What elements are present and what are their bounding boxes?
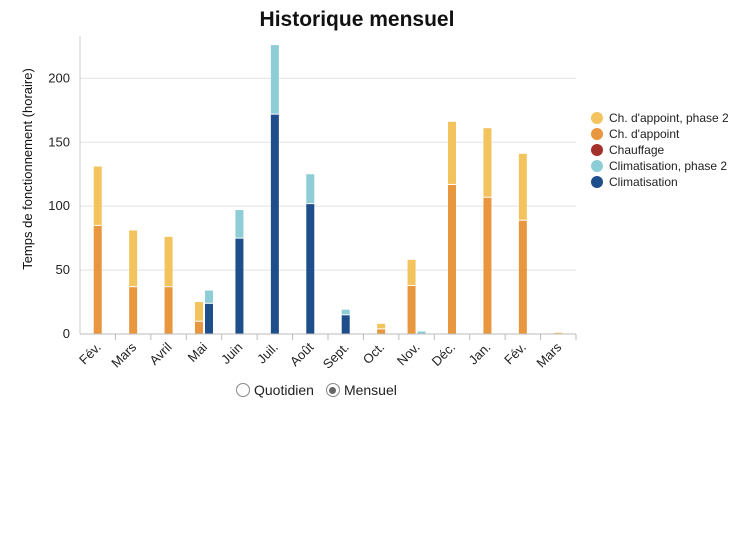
x-tick-label: Fév. xyxy=(501,340,529,368)
y-tick-label: 0 xyxy=(63,326,70,341)
x-tick-label: Nov. xyxy=(394,340,423,369)
bar-segment xyxy=(448,184,456,334)
legend-label: Ch. d'appoint, phase 2 xyxy=(609,111,729,125)
x-tick-label: Mai xyxy=(185,339,210,364)
bar-segment xyxy=(205,303,213,334)
legend-label: Climatisation, phase 2 xyxy=(609,159,727,173)
y-tick-label: 50 xyxy=(56,262,70,277)
bar-segment xyxy=(235,238,244,334)
radio-monthly[interactable]: Mensuel xyxy=(325,382,397,398)
bar-segment xyxy=(407,285,416,334)
x-tick-label: Août xyxy=(287,339,317,369)
bar-segment xyxy=(93,225,102,334)
radio-monthly-label: Mensuel xyxy=(343,382,397,398)
radio-daily-label: Quotidien xyxy=(254,382,314,398)
bar-segment xyxy=(518,153,527,221)
x-tick-label: Mars xyxy=(533,339,564,370)
bar-segment xyxy=(195,321,203,334)
bar-segment xyxy=(164,236,173,287)
bar-segment xyxy=(270,45,279,115)
bar-segment xyxy=(164,286,173,334)
gridlines xyxy=(80,77,576,271)
axes: 0 50 100 150 200 Temps de fonctionnement (hor… xyxy=(20,36,577,372)
chart-area: 0 50 100 150 200 Temps de fonctionnement (hor… xyxy=(20,36,729,372)
x-tick-label: Oct. xyxy=(360,340,387,367)
bar-segment xyxy=(448,121,456,185)
bar-segment xyxy=(407,259,416,286)
legend-swatch-icon xyxy=(591,144,603,156)
bar-segment xyxy=(93,166,102,226)
bar-segment xyxy=(195,302,203,322)
bar-segment xyxy=(235,210,244,239)
bar-segment xyxy=(417,331,426,334)
legend-label: Ch. d'appoint xyxy=(609,127,680,141)
x-tick-label: Juil. xyxy=(254,340,281,367)
bar-segment xyxy=(483,197,492,334)
legend: Ch. d'appoint, phase 2 Ch. d'appoint Chauf… xyxy=(591,111,729,189)
x-tick-label: Avril xyxy=(146,339,174,367)
legend-label: Chauffage xyxy=(609,143,664,157)
legend-label: Climatisation xyxy=(609,175,678,189)
y-tick-label: 100 xyxy=(48,198,70,213)
x-tick-label: Déc. xyxy=(429,340,459,370)
bar-segment xyxy=(377,328,386,334)
bar-segment xyxy=(129,286,138,334)
bars xyxy=(93,45,563,334)
bar-segment xyxy=(377,323,386,329)
y-axis-label: Temps de fonctionnement (horaire) xyxy=(20,68,35,270)
legend-swatch-icon xyxy=(591,176,603,188)
bar-segment xyxy=(306,203,315,334)
radio-selected-icon xyxy=(325,383,340,397)
bar-segment xyxy=(306,174,315,204)
bar-segment xyxy=(554,332,563,334)
bar-segment xyxy=(205,290,213,304)
radio-circle-icon xyxy=(236,383,250,397)
legend-swatch-icon xyxy=(591,128,603,140)
view-toggle: Quotidien Mensuel xyxy=(236,382,397,398)
x-tick-label: Fév. xyxy=(76,340,104,368)
chart-title: Historique mensuel xyxy=(259,8,455,31)
legend-swatch-icon xyxy=(591,160,603,172)
bar-segment xyxy=(341,309,350,315)
y-tick-label: 200 xyxy=(48,70,70,85)
bar-segment xyxy=(483,128,492,198)
radio-daily[interactable]: Quotidien xyxy=(236,382,314,398)
y-tick-label: 150 xyxy=(48,134,70,149)
x-tick-label: Sept. xyxy=(320,340,352,372)
bar-segment xyxy=(129,230,138,287)
x-tick-label: Jan. xyxy=(466,340,494,368)
bar-segment xyxy=(518,220,527,334)
x-tick-label: Juin xyxy=(218,340,245,367)
bar-segment xyxy=(270,114,279,334)
x-tick-label: Mars xyxy=(108,339,139,370)
legend-swatch-icon xyxy=(591,112,603,124)
bar-segment xyxy=(341,314,350,334)
